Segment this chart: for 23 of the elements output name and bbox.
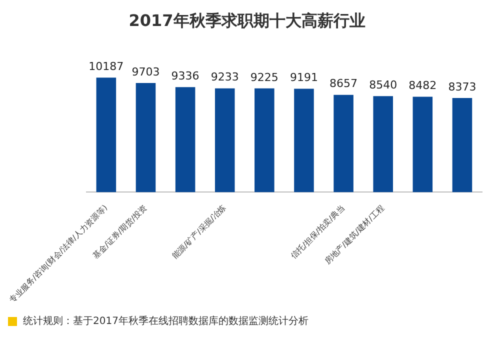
bar — [214, 88, 235, 192]
data-label: 9336 — [171, 70, 200, 83]
bar — [254, 88, 274, 192]
bar — [294, 88, 314, 192]
bar — [373, 96, 393, 192]
chart-title: 2017年秋季求职期十大高薪行业 — [128, 10, 366, 30]
bar — [136, 83, 156, 192]
bar — [175, 87, 196, 192]
data-label: 8482 — [408, 79, 437, 92]
data-label: 8540 — [369, 78, 398, 92]
data-label: 8373 — [448, 80, 476, 94]
data-label: 9703 — [132, 65, 160, 78]
x-tick-label: 能源/矿产/采掘/冶炼 — [170, 203, 228, 260]
text: 统计规则：基于2017年秋季在线招聘数据库的数据监测统计分析 — [23, 314, 308, 328]
bar — [412, 96, 433, 192]
data-label: 10187 — [88, 60, 124, 73]
data-label: 9225 — [250, 70, 278, 84]
data-label: 9233 — [210, 70, 239, 84]
bar — [452, 98, 472, 192]
data-label: 9191 — [290, 71, 318, 84]
bar — [334, 94, 354, 192]
bar — [96, 78, 116, 192]
data-label: 8657 — [330, 77, 358, 90]
